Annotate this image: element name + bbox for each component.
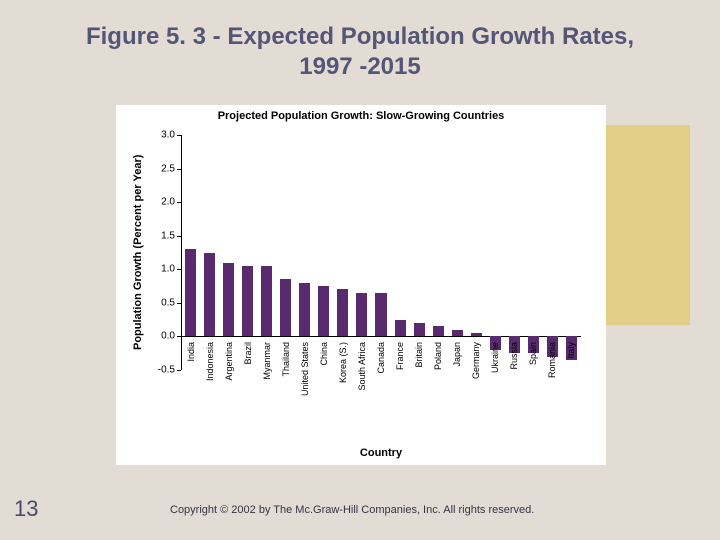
chart-card: Projected Population Growth: Slow-Growin… bbox=[116, 105, 606, 465]
bar bbox=[204, 253, 215, 337]
x-category-label: Argentina bbox=[224, 342, 234, 381]
y-tick-label: 2.0 bbox=[161, 197, 175, 208]
bar bbox=[299, 283, 310, 337]
x-category-label: Spain bbox=[528, 342, 538, 365]
x-category-label: Russia bbox=[509, 342, 519, 370]
slide: Figure 5. 3 - Expected Population Growth… bbox=[0, 0, 720, 540]
y-tick-mark bbox=[177, 135, 181, 136]
x-category-label: Japan bbox=[452, 342, 462, 367]
y-tick-label: 0.5 bbox=[161, 297, 175, 308]
x-category-label: Romania bbox=[547, 342, 557, 378]
x-category-label: China bbox=[319, 342, 329, 366]
y-tick-label: -0.5 bbox=[158, 365, 175, 376]
bar bbox=[242, 266, 253, 337]
x-category-label: Ukraine bbox=[490, 342, 500, 373]
figure-title: Figure 5. 3 - Expected Population Growth… bbox=[60, 22, 660, 82]
y-axis-title: Population Growth (Percent per Year) bbox=[132, 135, 144, 370]
x-category-label: Thailand bbox=[281, 342, 291, 377]
x-category-label: Brazil bbox=[243, 342, 253, 365]
x-category-label: South Africa bbox=[357, 342, 367, 391]
y-tick-mark bbox=[177, 269, 181, 270]
y-tick-mark bbox=[177, 169, 181, 170]
bar bbox=[280, 279, 291, 336]
zero-baseline bbox=[181, 336, 581, 337]
chart-plot-area: -0.50.00.51.01.52.02.53.0IndiaIndonesiaA… bbox=[181, 135, 581, 370]
bar bbox=[433, 326, 444, 336]
bar bbox=[414, 323, 425, 336]
x-category-label: India bbox=[186, 342, 196, 362]
x-category-label: United States bbox=[300, 342, 310, 396]
bar bbox=[471, 333, 482, 336]
bar bbox=[395, 320, 406, 337]
x-category-label: France bbox=[395, 342, 405, 370]
x-category-label: Italy bbox=[566, 342, 576, 359]
bar bbox=[223, 263, 234, 337]
bar bbox=[185, 249, 196, 336]
x-category-label: Indonesia bbox=[205, 342, 215, 381]
y-tick-mark bbox=[177, 303, 181, 304]
x-category-label: Poland bbox=[433, 342, 443, 370]
y-tick-label: 2.5 bbox=[161, 163, 175, 174]
y-tick-mark bbox=[177, 202, 181, 203]
bar bbox=[356, 293, 367, 337]
y-tick-label: 1.0 bbox=[161, 264, 175, 275]
page-number: 13 bbox=[14, 496, 38, 522]
copyright-text: Copyright © 2002 by The Mc.Graw-Hill Com… bbox=[170, 504, 700, 516]
x-axis-title: Country bbox=[181, 447, 581, 459]
x-category-label: Britain bbox=[414, 342, 424, 368]
bar bbox=[261, 266, 272, 337]
y-tick-mark bbox=[177, 236, 181, 237]
chart-inner-title: Projected Population Growth: Slow-Growin… bbox=[116, 110, 606, 122]
y-tick-label: 1.5 bbox=[161, 230, 175, 241]
bar bbox=[452, 330, 463, 337]
x-category-label: Myanmar bbox=[262, 342, 272, 380]
bar bbox=[318, 286, 329, 336]
x-category-label: Canada bbox=[376, 342, 386, 374]
y-axis-line bbox=[181, 135, 182, 370]
x-category-label: Germany bbox=[471, 342, 481, 379]
x-category-label: Korea (S.) bbox=[338, 342, 348, 383]
bar bbox=[337, 289, 348, 336]
y-tick-label: 3.0 bbox=[161, 130, 175, 141]
bar bbox=[375, 293, 386, 337]
y-tick-label: 0.0 bbox=[161, 331, 175, 342]
y-tick-mark bbox=[177, 370, 181, 371]
